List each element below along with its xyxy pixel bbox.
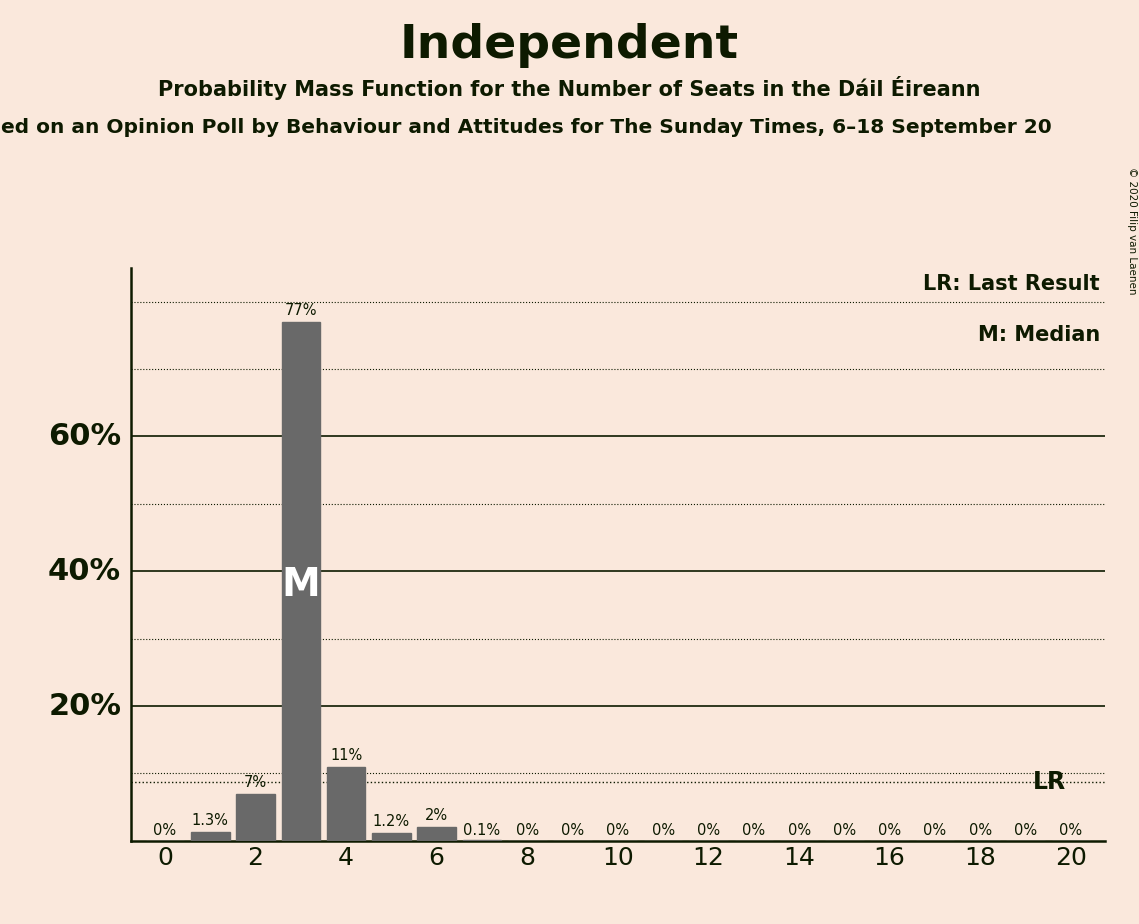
Text: M: Median: M: Median xyxy=(977,325,1100,346)
Text: 0%: 0% xyxy=(606,823,630,838)
Bar xyxy=(191,833,229,841)
Text: 0%: 0% xyxy=(652,823,674,838)
Text: 11%: 11% xyxy=(330,748,362,762)
Text: 0%: 0% xyxy=(924,823,947,838)
Text: 77%: 77% xyxy=(285,303,317,318)
Text: 0%: 0% xyxy=(697,823,720,838)
Bar xyxy=(418,827,456,841)
Text: 20%: 20% xyxy=(48,691,121,721)
Bar xyxy=(372,833,411,841)
Text: LR: LR xyxy=(1033,770,1066,794)
Text: LR: Last Result: LR: Last Result xyxy=(924,274,1100,294)
Text: Probability Mass Function for the Number of Seats in the Dáil Éireann: Probability Mass Function for the Number… xyxy=(158,76,981,100)
Text: 0%: 0% xyxy=(743,823,765,838)
Text: © 2020 Filip van Laenen: © 2020 Filip van Laenen xyxy=(1126,167,1137,295)
Bar xyxy=(281,322,320,841)
Text: 0%: 0% xyxy=(878,823,901,838)
Text: 0%: 0% xyxy=(787,823,811,838)
Text: sed on an Opinion Poll by Behaviour and Attitudes for The Sunday Times, 6–18 Sep: sed on an Opinion Poll by Behaviour and … xyxy=(0,118,1051,138)
Bar xyxy=(236,794,274,841)
Text: 40%: 40% xyxy=(48,557,121,586)
Text: 7%: 7% xyxy=(244,774,268,790)
Text: M: M xyxy=(281,565,320,603)
Text: 0%: 0% xyxy=(968,823,992,838)
Text: 0%: 0% xyxy=(1059,823,1082,838)
Text: 0%: 0% xyxy=(154,823,177,838)
Text: 0.1%: 0.1% xyxy=(464,823,500,838)
Text: 1.3%: 1.3% xyxy=(191,813,229,828)
Text: Independent: Independent xyxy=(400,23,739,68)
Text: 60%: 60% xyxy=(48,422,121,451)
Bar xyxy=(327,767,366,841)
Text: 0%: 0% xyxy=(516,823,539,838)
Text: 0%: 0% xyxy=(833,823,855,838)
Text: 0%: 0% xyxy=(562,823,584,838)
Text: 1.2%: 1.2% xyxy=(372,814,410,829)
Text: 2%: 2% xyxy=(425,808,449,823)
Text: 0%: 0% xyxy=(1014,823,1038,838)
